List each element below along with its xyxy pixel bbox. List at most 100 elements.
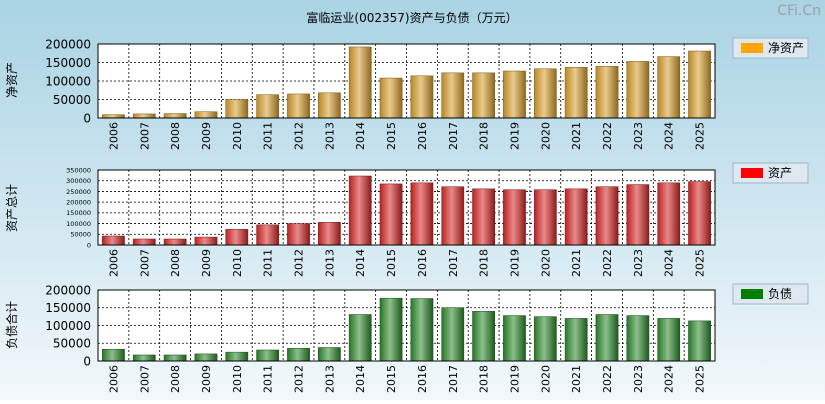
- panel-2: 0 50000 100000 150000 200000 250000 300000 3500…: [5, 162, 809, 277]
- watermark: CFi.Cn: [777, 3, 821, 19]
- bar-2009: [194, 111, 218, 119]
- legend-swatch: [741, 289, 763, 299]
- bar-2010: [225, 229, 249, 246]
- plot-frame: [97, 289, 716, 362]
- bar-2014: [348, 46, 372, 119]
- bar-2022: [595, 314, 619, 362]
- bar-2020: [533, 189, 557, 246]
- x-tick-label: 2025: [694, 249, 707, 277]
- x-tick-label: 2021: [570, 365, 583, 393]
- x-tick-label: 2018: [478, 122, 491, 150]
- bar-2008: [163, 238, 187, 246]
- bar-2013: [318, 222, 341, 246]
- y-tick-label: 50000: [53, 337, 91, 351]
- bar-2016: [410, 75, 434, 119]
- x-tick-label: 2013: [323, 122, 336, 150]
- y-tick-label: 0: [83, 354, 91, 368]
- x-tick-label: 2021: [570, 249, 583, 277]
- bar-2015: [379, 183, 403, 246]
- bar-2019: [503, 189, 526, 246]
- bar-2010: [225, 99, 249, 119]
- x-tick-label: 2018: [478, 249, 491, 277]
- y-tick-label: 150000: [66, 209, 91, 217]
- x-tick-label: 2023: [632, 249, 645, 277]
- x-tick-label: 2024: [663, 249, 676, 277]
- bar-2023: [626, 184, 650, 246]
- bar-2011: [256, 349, 280, 362]
- x-tick-label: 2007: [138, 249, 151, 277]
- x-tick-label: 2025: [694, 122, 707, 150]
- bar-2007: [132, 354, 156, 362]
- legend-swatch: [741, 43, 763, 53]
- y-tick-label: 200000: [45, 283, 91, 297]
- y-tick-label: 300000: [66, 177, 91, 185]
- x-tick-label: 2011: [262, 249, 275, 277]
- legend: 资产: [732, 162, 809, 184]
- x-tick-label: 2014: [354, 122, 367, 150]
- bar-2023: [626, 61, 650, 119]
- bar-2013: [318, 347, 341, 362]
- bar-2023: [626, 315, 650, 362]
- x-tick-label: 2011: [262, 365, 275, 393]
- bar-2021: [564, 67, 588, 119]
- y-tick-label: 50000: [53, 93, 91, 107]
- x-tick-label: 2022: [601, 249, 614, 277]
- y-tick-label: 350000: [66, 166, 91, 174]
- plot-frame: [97, 169, 716, 246]
- x-tick-label: 2013: [323, 365, 336, 393]
- bar-2020: [533, 316, 557, 362]
- y-tick-label: 100000: [45, 74, 91, 88]
- x-tick-label: 2022: [601, 365, 614, 393]
- y-axis-label: 负债合计: [4, 301, 19, 349]
- y-tick-label: 50000: [70, 231, 91, 239]
- bar-2019: [503, 70, 526, 119]
- legend-label: 净资产: [768, 41, 804, 55]
- bar-2008: [163, 354, 187, 362]
- x-tick-label: 2013: [323, 249, 336, 277]
- x-tick-label: 2018: [478, 365, 491, 393]
- x-tick-label: 2008: [169, 249, 182, 277]
- legend: 负债: [732, 283, 809, 305]
- x-tick-label: 2015: [385, 249, 398, 277]
- y-tick-label: 100000: [66, 220, 91, 228]
- bar-2014: [348, 314, 372, 362]
- y-tick-label: 150000: [45, 301, 91, 315]
- x-tick-label: 2012: [293, 122, 306, 150]
- x-tick-label: 2015: [385, 365, 398, 393]
- x-tick-label: 2014: [354, 365, 367, 393]
- bar-2011: [256, 94, 280, 119]
- x-tick-label: 2017: [447, 365, 460, 393]
- x-tick-label: 2024: [663, 122, 676, 150]
- bar-2016: [410, 182, 434, 246]
- bar-2021: [564, 188, 588, 246]
- y-tick-label: 0: [87, 241, 91, 249]
- x-tick-label: 2006: [107, 365, 120, 393]
- panel-3: 0 50000 100000 150000 200000 2006 2007 2008 2009…: [4, 283, 809, 393]
- bar-2022: [595, 65, 619, 119]
- bar-2010: [225, 351, 249, 362]
- bar-2019: [503, 315, 526, 362]
- bar-2018: [472, 188, 495, 246]
- y-axis-label: 资产总计: [5, 184, 19, 232]
- x-tick-label: 2007: [138, 365, 151, 393]
- bar-2009: [194, 236, 218, 246]
- x-tick-label: 2010: [231, 122, 244, 150]
- x-tick-label: 2010: [231, 249, 244, 277]
- bar-2016: [410, 298, 434, 362]
- x-tick-label: 2009: [200, 365, 213, 393]
- bar-2012: [287, 93, 310, 119]
- legend-label: 负债: [768, 287, 792, 301]
- bar-2018: [472, 311, 495, 362]
- y-tick-label: 0: [83, 111, 91, 125]
- y-axis-label: 净资产: [5, 62, 19, 98]
- x-tick-label: 2019: [508, 122, 521, 150]
- x-tick-label: 2021: [570, 122, 583, 150]
- x-tick-label: 2006: [107, 122, 120, 150]
- y-tick-label: 200000: [45, 37, 91, 51]
- x-tick-label: 2022: [601, 122, 614, 150]
- bar-2006: [102, 235, 125, 246]
- bar-2017: [441, 186, 465, 246]
- x-tick-label: 2017: [447, 122, 460, 150]
